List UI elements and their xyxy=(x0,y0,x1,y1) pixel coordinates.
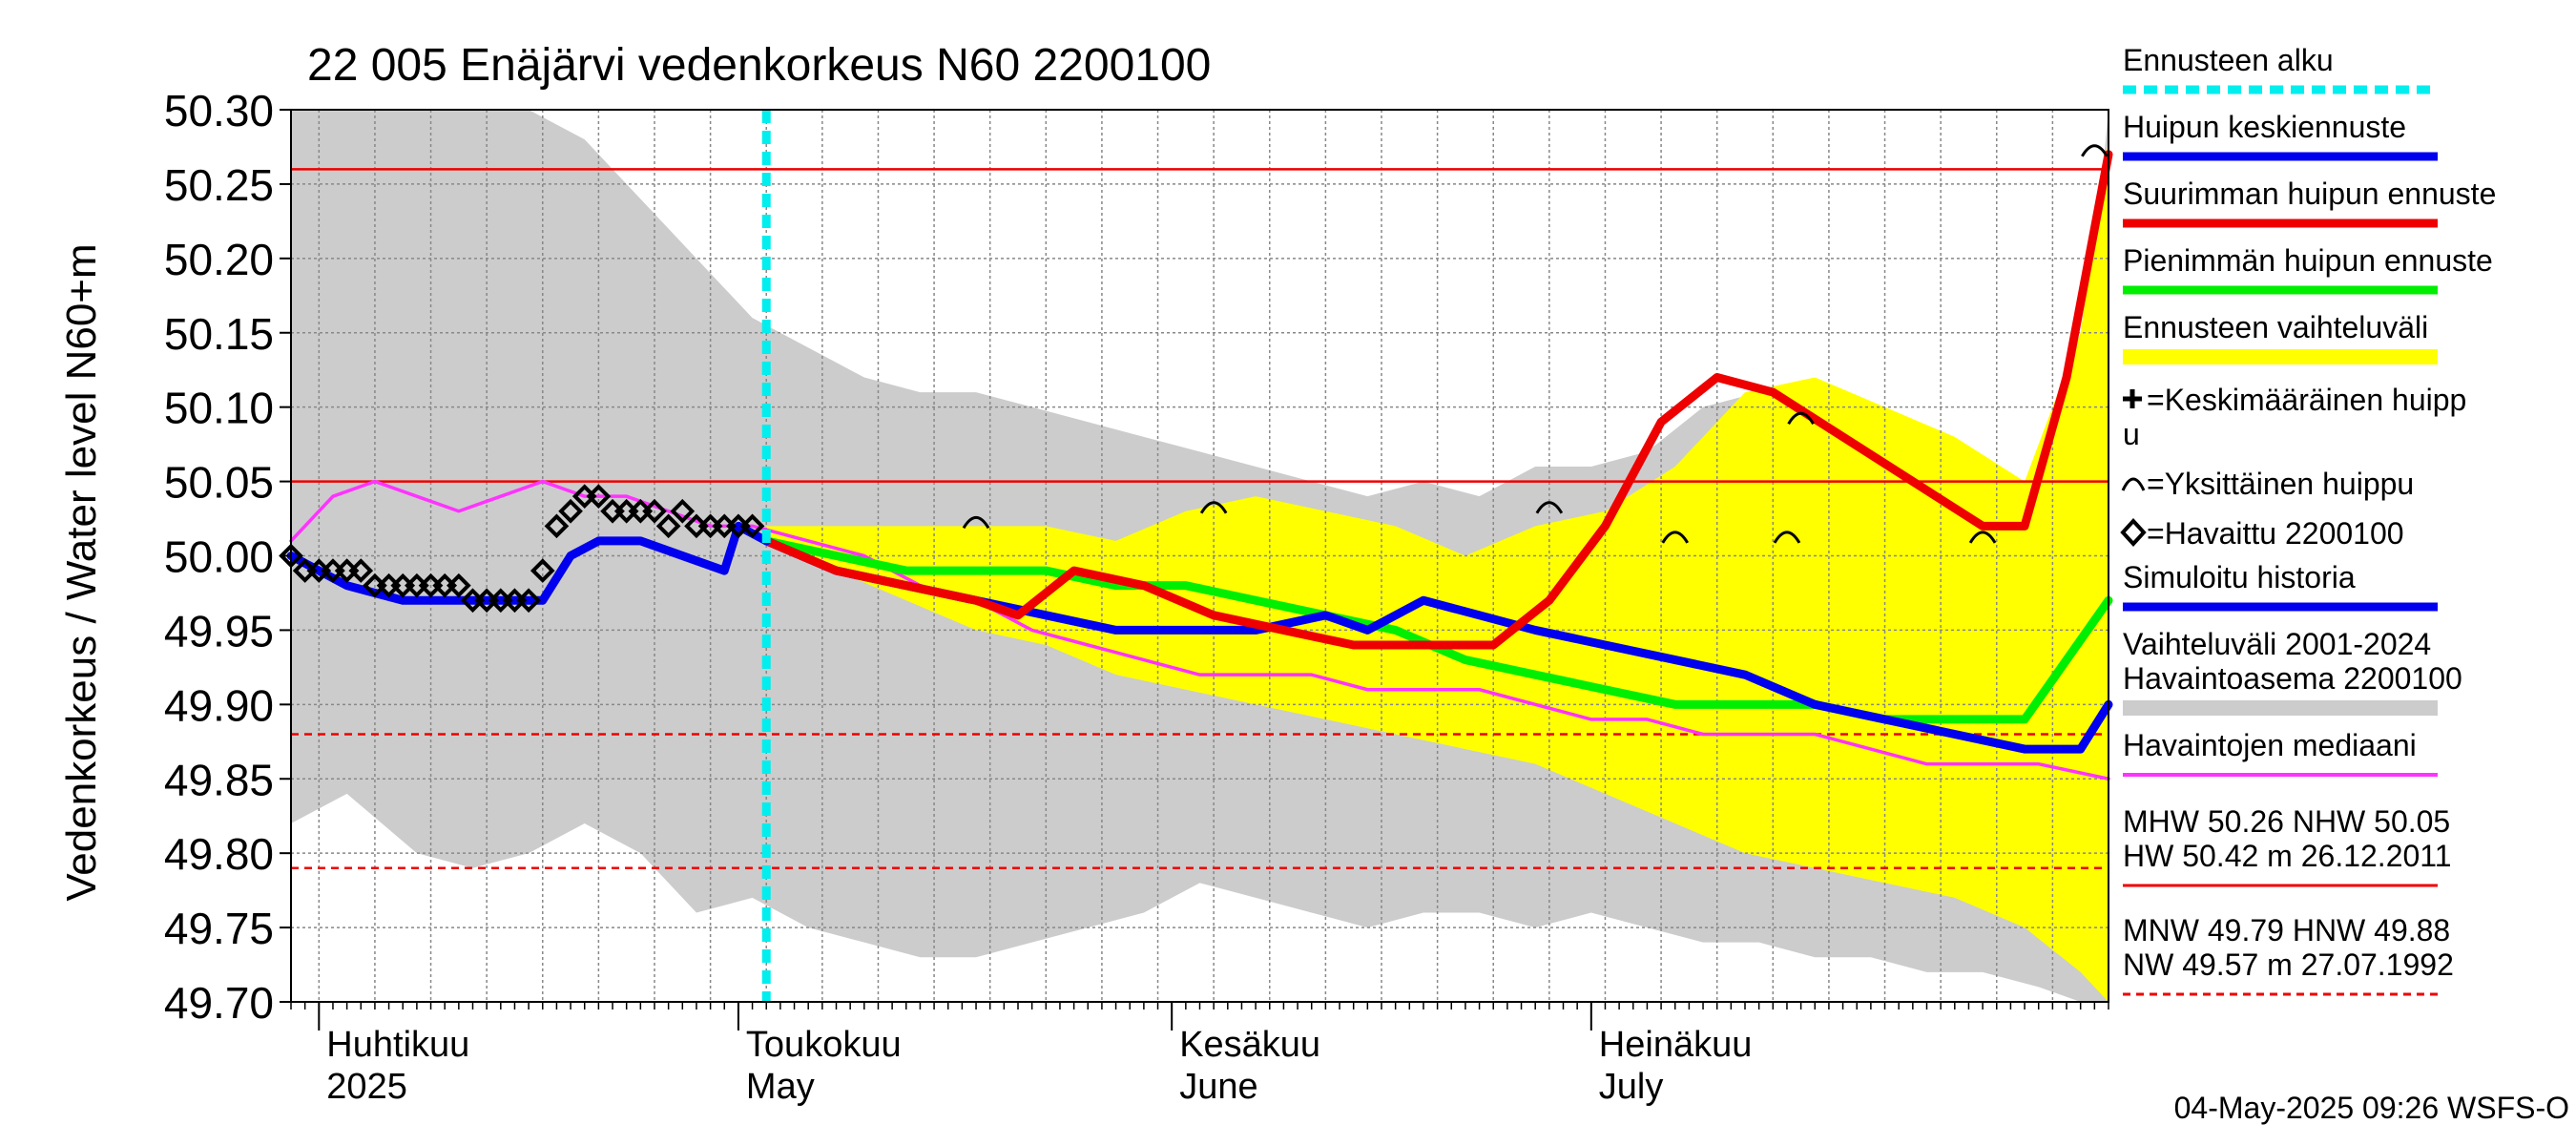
single-peak-marker xyxy=(1535,501,1564,514)
legend-label: Ennusteen alku xyxy=(2123,43,2334,77)
y-tick-label: 49.80 xyxy=(164,829,274,879)
y-tick-label: 50.30 xyxy=(164,86,274,135)
diamond-shape xyxy=(2120,518,2147,547)
stats-line-1: MNW 49.79 HNW 49.88 xyxy=(2123,913,2450,947)
legend-label-line2: u xyxy=(2123,417,2140,451)
observed-marker xyxy=(739,513,765,539)
single-peak-marker xyxy=(1773,531,1801,544)
single-peak-marker xyxy=(2081,144,2109,157)
footer-timestamp: 04-May-2025 09:26 WSFS-O xyxy=(2174,1091,2569,1125)
observed-marker xyxy=(447,572,471,598)
month-label-fi: Heinäkuu xyxy=(1599,1025,1753,1065)
legend-label: Huipun keskiennuste xyxy=(2123,110,2406,144)
legend-label-line2: Havaintoasema 2200100 xyxy=(2123,661,2462,696)
y-tick-label: 50.20 xyxy=(164,235,274,284)
observed-marker xyxy=(655,513,681,539)
single-peak-marker xyxy=(1199,501,1228,514)
legend-label: =Havaittu 2200100 xyxy=(2147,516,2404,551)
single-peak-marker xyxy=(1787,411,1815,426)
arc-shape xyxy=(2121,477,2146,491)
y-tick-label: 50.10 xyxy=(164,384,274,433)
observed-marker xyxy=(642,498,667,524)
observed-marker xyxy=(544,513,570,539)
series-line-5 xyxy=(761,150,2113,650)
observed-marker xyxy=(558,498,583,524)
series-line-3 xyxy=(761,536,2113,724)
observed-marker xyxy=(586,484,612,509)
series-line-2 xyxy=(289,479,2110,781)
stats-line-1: MHW 50.26 NHW 50.05 xyxy=(2123,804,2450,839)
month-label-en: June xyxy=(1179,1067,1257,1107)
observed-marker xyxy=(348,558,374,583)
legend-label: Pienimmän huipun ennuste xyxy=(2123,243,2493,278)
legend-label: Suurimman huipun ennuste xyxy=(2123,177,2496,211)
y-tick-label: 49.85 xyxy=(164,755,274,804)
legend-symbol-plus xyxy=(2123,389,2142,408)
legend-label: Simuloitu historia xyxy=(2123,560,2356,594)
y-tick-label: 49.70 xyxy=(164,978,274,1028)
stats-line-2: NW 49.57 m 27.07.1992 xyxy=(2123,947,2454,982)
month-label-fi: Kesäkuu xyxy=(1179,1025,1320,1065)
single-peak-marker xyxy=(1968,531,1997,544)
observed-marker xyxy=(530,558,555,583)
y-tick-label: 50.05 xyxy=(164,458,274,508)
legend-symbol-diamond xyxy=(2120,518,2147,547)
month-label-fi: Toukokuu xyxy=(746,1025,902,1065)
month-label-fi: Huhtikuu xyxy=(326,1025,469,1065)
month-label-en: July xyxy=(1599,1067,1664,1107)
observed-marker xyxy=(670,498,696,524)
y-tick-label: 49.95 xyxy=(164,606,274,656)
chart-title: 22 005 Enäjärvi vedenkorkeus N60 2200100 xyxy=(307,40,1211,91)
y-axis-label: Vedenkorkeus / Water level N60+m xyxy=(58,243,105,901)
series-line-6 xyxy=(286,521,771,605)
legend-label: =Keskimääräinen huipp xyxy=(2147,383,2466,417)
legend-label: =Yksittäinen huippu xyxy=(2147,467,2414,501)
y-tick-label: 50.25 xyxy=(164,160,274,210)
single-peak-marker xyxy=(1661,531,1690,544)
series-line-4 xyxy=(761,536,2113,754)
legend-label: Havaintojen mediaani xyxy=(2123,728,2417,762)
y-tick-label: 50.15 xyxy=(164,309,274,359)
month-label-en: May xyxy=(746,1067,815,1107)
single-peak-marker xyxy=(962,515,990,530)
legend-label: Vaihteluväli 2001-2024 xyxy=(2123,627,2431,661)
y-tick-label: 50.00 xyxy=(164,532,274,582)
legend-symbol-arc xyxy=(2121,477,2146,491)
month-label-en: 2025 xyxy=(326,1067,407,1107)
y-tick-label: 49.90 xyxy=(164,680,274,730)
legend-label: Ennusteen vaihteluväli xyxy=(2123,310,2428,344)
y-tick-label: 49.75 xyxy=(164,904,274,953)
observed-marker xyxy=(516,588,541,614)
stats-line-2: HW 50.42 m 26.12.2011 xyxy=(2123,839,2452,873)
